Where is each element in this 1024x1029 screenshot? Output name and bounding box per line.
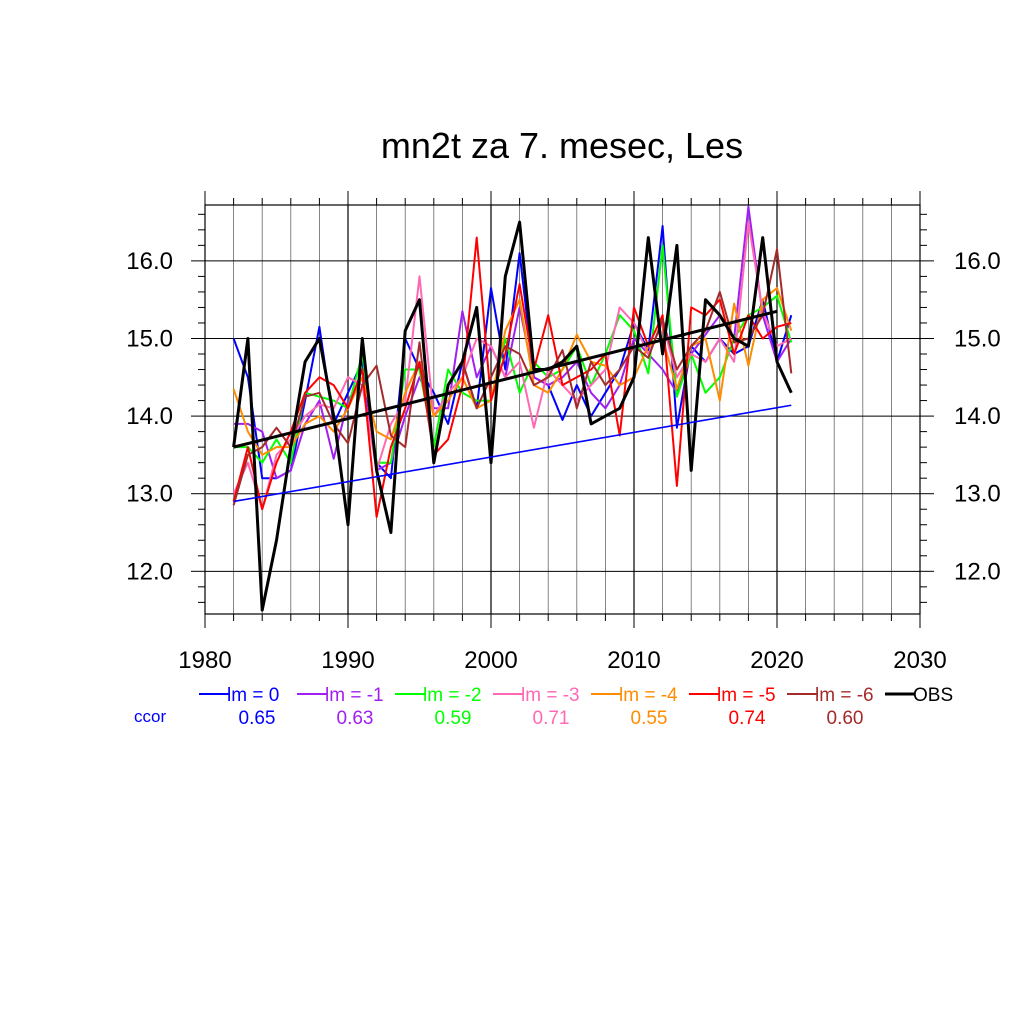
frame-layer: 1980 1990 2000 2010 2020 2030 12.0 12.0 13.0 13.0… <box>126 191 1001 674</box>
x-tick-label: 2000 <box>464 647 517 674</box>
ccor-value: 0.59 <box>435 708 472 729</box>
ccor-label: ccor <box>134 707 166 726</box>
x-tick-label: 2010 <box>607 647 660 674</box>
legend-label: lm = -1 <box>325 685 384 706</box>
legend-label: lm = 0 <box>227 685 279 706</box>
ccor-value: 0.60 <box>827 708 864 729</box>
legend-label: lm = -4 <box>619 685 678 706</box>
x-tick-label: 1980 <box>178 647 231 674</box>
y-tick-label-right: 14.0 <box>954 403 1001 430</box>
ccor-value: 0.65 <box>239 708 276 729</box>
trend-line <box>233 309 778 449</box>
legend-label: lm = -2 <box>423 685 482 706</box>
y-tick-label: 15.0 <box>126 325 173 352</box>
x-tick-label: 1990 <box>321 647 374 674</box>
y-tick-label-right: 13.0 <box>954 481 1001 508</box>
series-line-obs <box>232 220 793 612</box>
series-line-lm-1 <box>233 205 793 480</box>
legend-label: lm = -5 <box>717 685 776 706</box>
y-tick-label: 13.0 <box>126 481 173 508</box>
x-tick-label: 2030 <box>893 647 946 674</box>
ccor-value: 0.74 <box>729 708 766 729</box>
legend-label: lm = -3 <box>521 685 580 706</box>
y-tick-label-right: 12.0 <box>954 558 1001 585</box>
ccor-value: 0.71 <box>533 708 570 729</box>
series-line-lm-6 <box>232 248 793 506</box>
legend-label: OBS <box>913 685 953 706</box>
grid-layer <box>205 205 920 614</box>
ccor-value: 0.55 <box>631 708 668 729</box>
chart-title: mn2t za 7. mesec, Les <box>381 125 743 166</box>
y-tick-label-right: 16.0 <box>954 248 1001 275</box>
x-tick-label: 2020 <box>750 647 803 674</box>
series-layer <box>232 205 793 612</box>
plot-frame <box>204 204 921 615</box>
y-tick-label: 12.0 <box>126 558 173 585</box>
trend-line <box>233 404 792 503</box>
legend-label: lm = -6 <box>815 685 874 706</box>
y-tick-label-right: 15.0 <box>954 325 1001 352</box>
y-tick-label: 16.0 <box>126 248 173 275</box>
y-tick-label: 14.0 <box>126 403 173 430</box>
ccor-value: 0.63 <box>337 708 374 729</box>
